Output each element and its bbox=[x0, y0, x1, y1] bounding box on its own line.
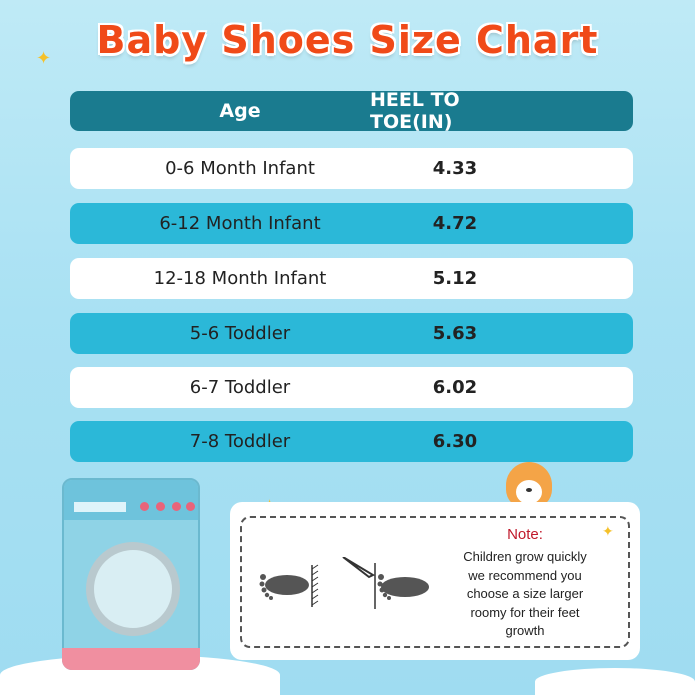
length-cell: 5.12 bbox=[432, 268, 478, 289]
table-row: 6-7 Toddler 6.02 bbox=[70, 367, 633, 408]
corgi-dog-illustration bbox=[506, 462, 552, 508]
length-cell: 4.33 bbox=[432, 158, 478, 179]
sparkle-icon: ✦ bbox=[602, 524, 614, 540]
age-cell: 0-6 Month Infant bbox=[165, 158, 315, 179]
age-cell: 6-7 Toddler bbox=[189, 377, 291, 398]
table-row: 5-6 Toddler 5.63 bbox=[70, 313, 633, 354]
column-header-age: Age bbox=[219, 100, 261, 122]
length-cell: 5.63 bbox=[432, 323, 478, 344]
note-box: Note: Children grow quickly we recommend… bbox=[230, 502, 640, 660]
note-line: we recommend you bbox=[468, 567, 582, 583]
age-cell: 6-12 Month Infant bbox=[159, 213, 321, 234]
note-line: choose a size larger bbox=[466, 586, 584, 601]
table-row: 0-6 Month Infant 4.33 bbox=[70, 148, 633, 189]
table-header: Age HEEL TO TOE(IN) bbox=[70, 89, 633, 133]
column-header-heel-to-toe: HEEL TO TOE(IN) bbox=[370, 89, 460, 133]
length-cell: 6.02 bbox=[432, 377, 478, 398]
cloud-decoration bbox=[535, 668, 695, 695]
age-cell: 12-18 Month Infant bbox=[153, 268, 327, 289]
table-row: 7-8 Toddler 6.30 bbox=[70, 421, 633, 462]
age-cell: 7-8 Toddler bbox=[189, 431, 291, 452]
age-cell: 5-6 Toddler bbox=[189, 323, 291, 344]
note-body: Children grow quickly we recommend you c… bbox=[440, 548, 610, 641]
note-line: growth bbox=[505, 623, 545, 638]
length-cell: 6.30 bbox=[432, 431, 478, 452]
washing-machine-illustration bbox=[62, 478, 200, 670]
note-line: roomy for their feet bbox=[470, 604, 580, 620]
table-row: 6-12 Month Infant 4.72 bbox=[70, 203, 633, 244]
note-line: Children grow quickly bbox=[463, 549, 587, 564]
table-row: 12-18 Month Infant 5.12 bbox=[70, 258, 633, 299]
sparkle-icon: ✦ bbox=[36, 48, 52, 69]
note-title: Note: bbox=[507, 526, 543, 543]
length-cell: 4.72 bbox=[432, 213, 478, 234]
page-title: Baby Shoes Size Chart bbox=[96, 18, 599, 62]
foot-measure-icon bbox=[259, 557, 429, 609]
